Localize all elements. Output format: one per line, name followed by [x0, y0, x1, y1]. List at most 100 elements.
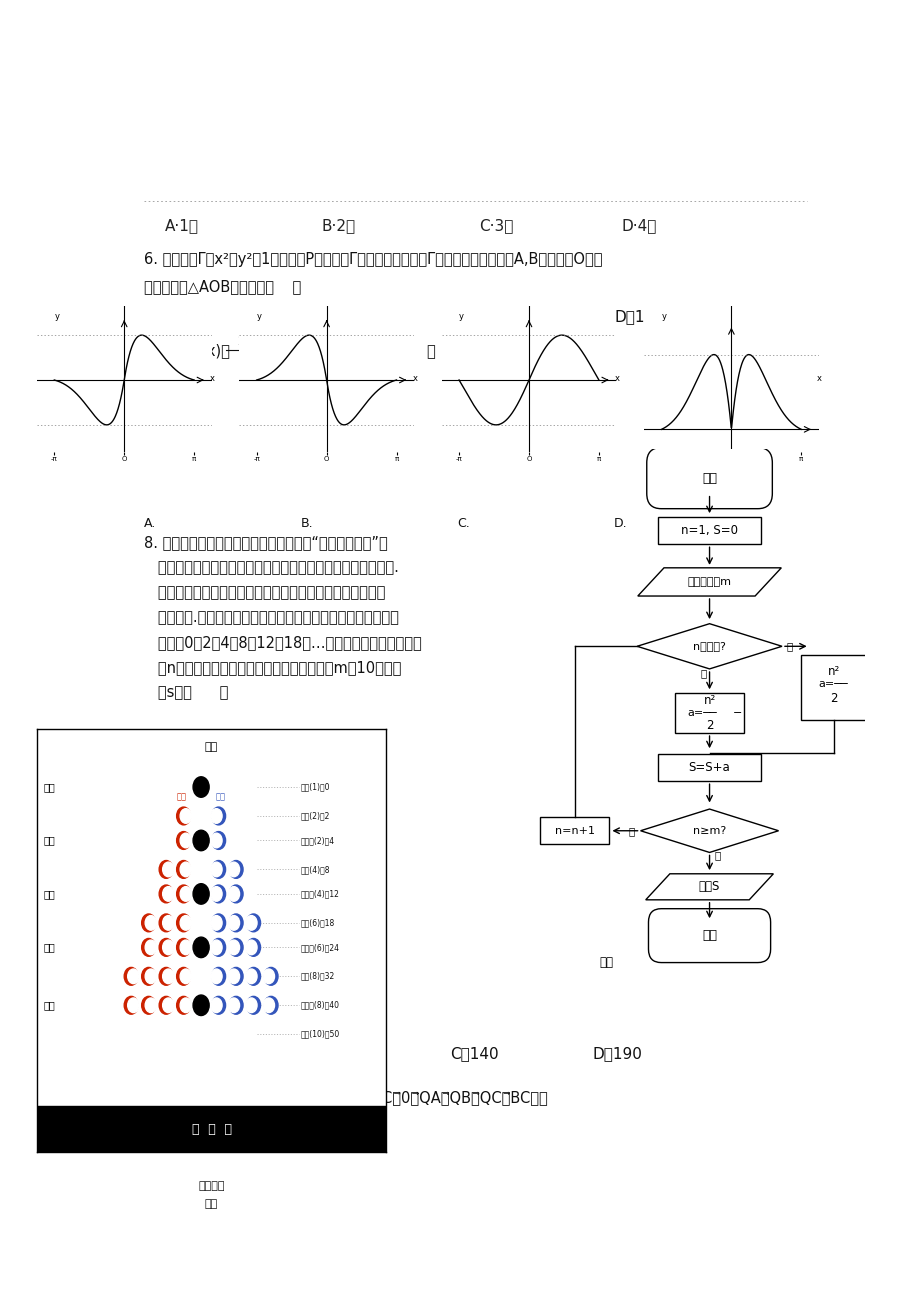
Text: x: x — [412, 375, 417, 383]
Text: 地一(1)＝0: 地一(1)＝0 — [301, 783, 330, 792]
Circle shape — [245, 940, 256, 954]
Text: 舍地八(8)＝40: 舍地八(8)＝40 — [301, 1001, 339, 1010]
Text: 天七: 天七 — [43, 943, 55, 952]
Circle shape — [176, 807, 190, 825]
Circle shape — [211, 832, 225, 849]
Circle shape — [211, 939, 225, 956]
Text: 标原点，则△AOB的面积为（    ）: 标原点，则△AOB的面积为（ ） — [143, 280, 301, 294]
Text: 2sin x: 2sin x — [237, 335, 275, 348]
Text: 8. 大衍数列，来源于《乾坤谱》中对易传“大衍之数五十”的: 8. 大衍数列，来源于《乾坤谱》中对易传“大衍之数五十”的 — [143, 535, 387, 551]
Text: 推论，如图一，主要用于解释中国传统文化中的太极衍生原理.: 推论，如图一，主要用于解释中国传统文化中的太极衍生原理. — [143, 560, 398, 575]
Text: 列题，0，2，4，8，12，18，…，如图二，是求大衍数列: 列题，0，2，4，8，12，18，…，如图二，是求大衍数列 — [143, 635, 421, 651]
Circle shape — [180, 862, 191, 876]
Circle shape — [159, 885, 173, 902]
Circle shape — [210, 969, 221, 983]
Text: 在[－π，π]的图像大致为（    ）: 在[－π，π]的图像大致为（ ） — [291, 342, 435, 358]
Bar — [675, 693, 743, 733]
Circle shape — [210, 940, 221, 954]
Circle shape — [159, 914, 173, 932]
Text: D.: D. — [614, 517, 627, 530]
Circle shape — [211, 807, 225, 825]
Text: a=──: a=── — [818, 680, 847, 689]
Text: 天一: 天一 — [43, 783, 55, 792]
Circle shape — [142, 967, 155, 986]
Circle shape — [176, 939, 190, 956]
Text: 地八(8)＝32: 地八(8)＝32 — [301, 971, 335, 980]
Text: 开始: 开始 — [701, 471, 716, 484]
Circle shape — [193, 831, 209, 850]
Text: 舍地六(6)＝24: 舍地六(6)＝24 — [301, 943, 339, 952]
Text: 地四(4)＝8: 地四(4)＝8 — [301, 865, 330, 874]
Circle shape — [246, 914, 260, 932]
Circle shape — [176, 885, 190, 902]
Text: x: x — [816, 375, 822, 383]
Text: 舍地二(2)＝4: 舍地二(2)＝4 — [301, 836, 335, 845]
Bar — [800, 655, 866, 720]
Circle shape — [193, 884, 209, 904]
Circle shape — [229, 939, 243, 956]
Text: 图二: 图二 — [598, 956, 612, 969]
Circle shape — [211, 996, 225, 1014]
Circle shape — [263, 997, 274, 1013]
Circle shape — [145, 997, 156, 1013]
Circle shape — [228, 862, 239, 876]
Circle shape — [210, 997, 221, 1013]
Circle shape — [163, 969, 174, 983]
Circle shape — [210, 862, 221, 876]
Text: 9. 已知△ABC所在平面内有两点P，Q，满足⃗PA＋⃗PC＝⃗0，⃗QA＋⃗QB＋⃗QC＝⃗BC，若: 9. 已知△ABC所在平面内有两点P，Q，满足⃗PA＋⃗PC＝⃗0，⃗QA＋⃗Q… — [143, 1091, 547, 1105]
Text: 地二(2)＝2: 地二(2)＝2 — [301, 811, 330, 820]
Text: f(x)＝: f(x)＝ — [197, 342, 231, 358]
Text: 天九: 天九 — [43, 1000, 55, 1010]
Text: B.: B. — [300, 517, 312, 530]
Text: D·4个: D·4个 — [620, 219, 656, 233]
Text: 输入正整数m: 输入正整数m — [686, 577, 731, 587]
Circle shape — [210, 833, 221, 848]
Text: 数列中的每一项，都代表太极衍生过程中曾经经历过的两仰: 数列中的每一项，都代表太极衍生过程中曾经经历过的两仰 — [143, 586, 384, 600]
Circle shape — [210, 887, 221, 901]
Polygon shape — [637, 568, 780, 596]
Text: 天三: 天三 — [43, 836, 55, 845]
Text: 地六(6)＝18: 地六(6)＝18 — [301, 918, 335, 927]
Text: 大  衍  图: 大 衍 图 — [191, 1122, 232, 1135]
FancyBboxPatch shape — [648, 909, 770, 962]
Circle shape — [193, 777, 209, 797]
Text: 2: 2 — [705, 720, 712, 732]
Text: 前n项和的程序框图，执行该程序框图，输入m＝10，则输: 前n项和的程序框图，执行该程序框图，输入m＝10，则输 — [143, 660, 401, 676]
Circle shape — [145, 915, 156, 930]
Text: −: − — [732, 708, 741, 719]
Circle shape — [124, 996, 138, 1014]
Circle shape — [228, 887, 239, 901]
Circle shape — [228, 915, 239, 930]
Text: C．2: C．2 — [471, 310, 500, 324]
Circle shape — [229, 996, 243, 1014]
Text: B．3: B．3 — [322, 310, 351, 324]
Circle shape — [263, 969, 274, 983]
Circle shape — [180, 809, 191, 823]
Text: A·1个: A·1个 — [165, 219, 199, 233]
Bar — [540, 818, 608, 844]
Circle shape — [180, 887, 191, 901]
Text: 地十(10)＝50: 地十(10)＝50 — [301, 1030, 340, 1039]
Circle shape — [142, 939, 155, 956]
Text: 图一: 图一 — [205, 1199, 218, 1210]
Text: A．100: A．100 — [165, 1047, 213, 1061]
Circle shape — [193, 995, 209, 1016]
Text: 天五: 天五 — [43, 889, 55, 898]
Circle shape — [246, 967, 260, 986]
Text: D．1: D．1 — [614, 310, 644, 324]
Circle shape — [145, 969, 156, 983]
Circle shape — [180, 915, 191, 930]
Text: A.: A. — [143, 517, 155, 530]
Text: C.: C. — [457, 517, 470, 530]
Text: S=S+a: S=S+a — [688, 760, 730, 773]
Circle shape — [211, 967, 225, 986]
Circle shape — [210, 915, 221, 930]
Circle shape — [128, 997, 139, 1013]
Circle shape — [176, 832, 190, 849]
Circle shape — [124, 967, 138, 986]
Circle shape — [180, 997, 191, 1013]
Circle shape — [229, 885, 243, 902]
Text: n=1, S=0: n=1, S=0 — [680, 525, 737, 536]
Text: B．250: B．250 — [307, 1047, 356, 1061]
Circle shape — [176, 861, 190, 879]
